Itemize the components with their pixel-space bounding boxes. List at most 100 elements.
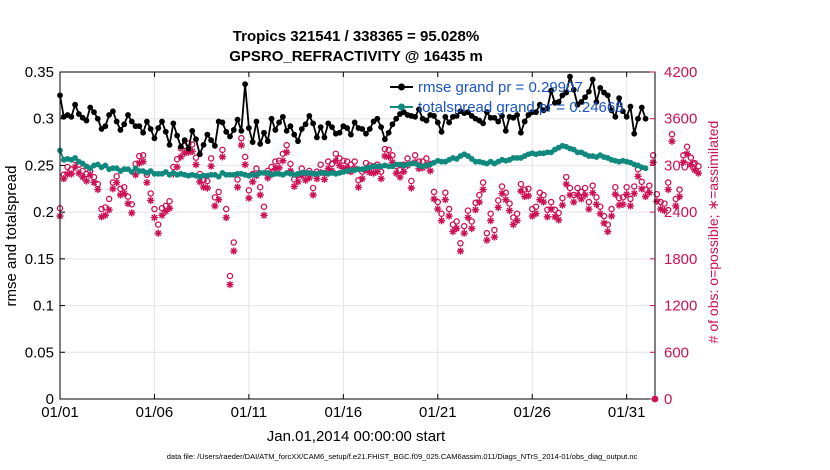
rmse-point bbox=[635, 115, 641, 122]
obs-assimilated-point bbox=[245, 194, 253, 202]
rmse-point bbox=[499, 113, 505, 119]
obs-assimilated-point bbox=[653, 197, 661, 205]
obs-assimilated-point bbox=[513, 217, 521, 225]
obs-assimilated-point bbox=[264, 174, 272, 182]
obs-assimilated-point bbox=[128, 209, 136, 217]
rmse-point bbox=[623, 113, 630, 120]
obs-possible-point bbox=[630, 183, 638, 190]
obs-possible-point bbox=[578, 188, 585, 196]
rmse-point bbox=[177, 143, 184, 150]
rmse-point bbox=[313, 134, 320, 141]
rmse-point bbox=[204, 131, 211, 138]
rmse-point bbox=[147, 126, 154, 132]
obs-possible-point bbox=[207, 155, 215, 162]
obs-possible-point bbox=[615, 194, 623, 202]
obs-assimilated-point bbox=[354, 183, 363, 191]
obs-assimilated-point bbox=[377, 175, 385, 183]
obs-possible-point bbox=[596, 203, 604, 210]
obs-assimilated-point bbox=[449, 228, 457, 236]
y-tick-label: 0.3 bbox=[33, 111, 54, 128]
obs-assimilated-point bbox=[524, 192, 533, 200]
obs-assimilated-point bbox=[109, 185, 117, 193]
rmse-point bbox=[211, 142, 218, 149]
right-y-tick-label: 4200 bbox=[664, 64, 697, 81]
rmse-point bbox=[438, 128, 445, 135]
obs-assimilated-point bbox=[158, 211, 166, 219]
rmse-point bbox=[219, 119, 226, 126]
obs-assimilated-point bbox=[97, 213, 106, 221]
obs-possible-point bbox=[668, 131, 676, 138]
obs-possible-point bbox=[574, 184, 581, 192]
rmse-point bbox=[480, 120, 487, 127]
obs-possible-point bbox=[283, 141, 290, 149]
obs-assimilated-point bbox=[124, 199, 132, 208]
rmse-point bbox=[325, 120, 332, 127]
obs-possible-point bbox=[340, 157, 347, 165]
obs-possible-point bbox=[328, 160, 336, 168]
obs-possible-point bbox=[476, 191, 483, 199]
obs-assimilated-point bbox=[199, 183, 208, 191]
obs-possible-point bbox=[457, 240, 464, 247]
rmse-point bbox=[631, 130, 638, 137]
obs-assimilated-point bbox=[464, 213, 472, 222]
rmse-point bbox=[347, 131, 354, 138]
obs-possible-point bbox=[494, 197, 502, 204]
rmse-point bbox=[608, 107, 615, 114]
x-axis-label: Jan.01,2014 00:00:00 start bbox=[267, 428, 446, 445]
obs-assimilated-point bbox=[430, 195, 438, 203]
obs-possible-point bbox=[491, 226, 498, 234]
obs-assimilated-point bbox=[116, 191, 125, 199]
rmse-point bbox=[412, 113, 419, 120]
obs-assimilated-point bbox=[366, 168, 374, 177]
obs-possible-point bbox=[219, 146, 226, 154]
obs-assimilated-point bbox=[105, 206, 113, 214]
obs-assimilated-point bbox=[543, 213, 551, 221]
obs-assimilated-point bbox=[237, 141, 245, 149]
obs-possible-point bbox=[253, 165, 260, 172]
rmse-point bbox=[72, 101, 79, 108]
obs-assimilated-point bbox=[271, 164, 279, 173]
rmse-point bbox=[234, 116, 241, 123]
obs-possible-point bbox=[487, 210, 494, 217]
rmse-point bbox=[616, 95, 623, 102]
x-tick-label: 01/06 bbox=[136, 404, 174, 421]
rmse-point bbox=[87, 104, 94, 111]
obs-assimilated-point bbox=[675, 192, 684, 201]
obs-assimilated-point bbox=[426, 167, 434, 175]
obs-assimilated-point bbox=[290, 182, 298, 191]
obs-possible-point bbox=[385, 146, 392, 154]
obs-assimilated-point bbox=[218, 153, 227, 161]
obs-assimilated-point bbox=[445, 212, 453, 220]
obs-assimilated-point bbox=[203, 184, 211, 192]
rmse-point bbox=[125, 112, 131, 118]
obs-assimilated-point bbox=[532, 210, 540, 218]
obs-possible-point bbox=[593, 194, 600, 201]
rmse-point bbox=[151, 135, 158, 142]
obs-possible-point bbox=[404, 155, 411, 162]
rmse-point bbox=[374, 115, 381, 122]
totalspread-point bbox=[128, 169, 135, 175]
obs-assimilated-point bbox=[143, 178, 151, 187]
rmse-point bbox=[533, 109, 539, 116]
obs-assimilated-point bbox=[668, 137, 676, 145]
rmse-point bbox=[295, 138, 301, 145]
obs-assimilated-point bbox=[456, 247, 465, 255]
obs-assimilated-point bbox=[309, 191, 317, 199]
chart-title-line1: Tropics 321541 / 338365 = 95.028% bbox=[233, 28, 479, 45]
obs-assimilated-point bbox=[592, 200, 601, 208]
obs-assimilated-point bbox=[211, 202, 219, 210]
obs-assimilated-point bbox=[521, 192, 529, 201]
obs-possible-point bbox=[498, 183, 506, 190]
rmse-point bbox=[555, 98, 562, 105]
rmse-point bbox=[578, 98, 585, 105]
obs-assimilated-point bbox=[279, 157, 287, 165]
rmse-point bbox=[193, 136, 199, 143]
rmse-point bbox=[200, 141, 207, 148]
rmse-point bbox=[136, 123, 143, 130]
rmse-point bbox=[298, 126, 305, 132]
obs-assimilated-point bbox=[313, 175, 321, 183]
obs-possible-point bbox=[612, 183, 619, 191]
obs-assimilated-point bbox=[528, 212, 536, 220]
rmse-point bbox=[174, 132, 181, 139]
obs-assimilated-point bbox=[475, 198, 483, 206]
